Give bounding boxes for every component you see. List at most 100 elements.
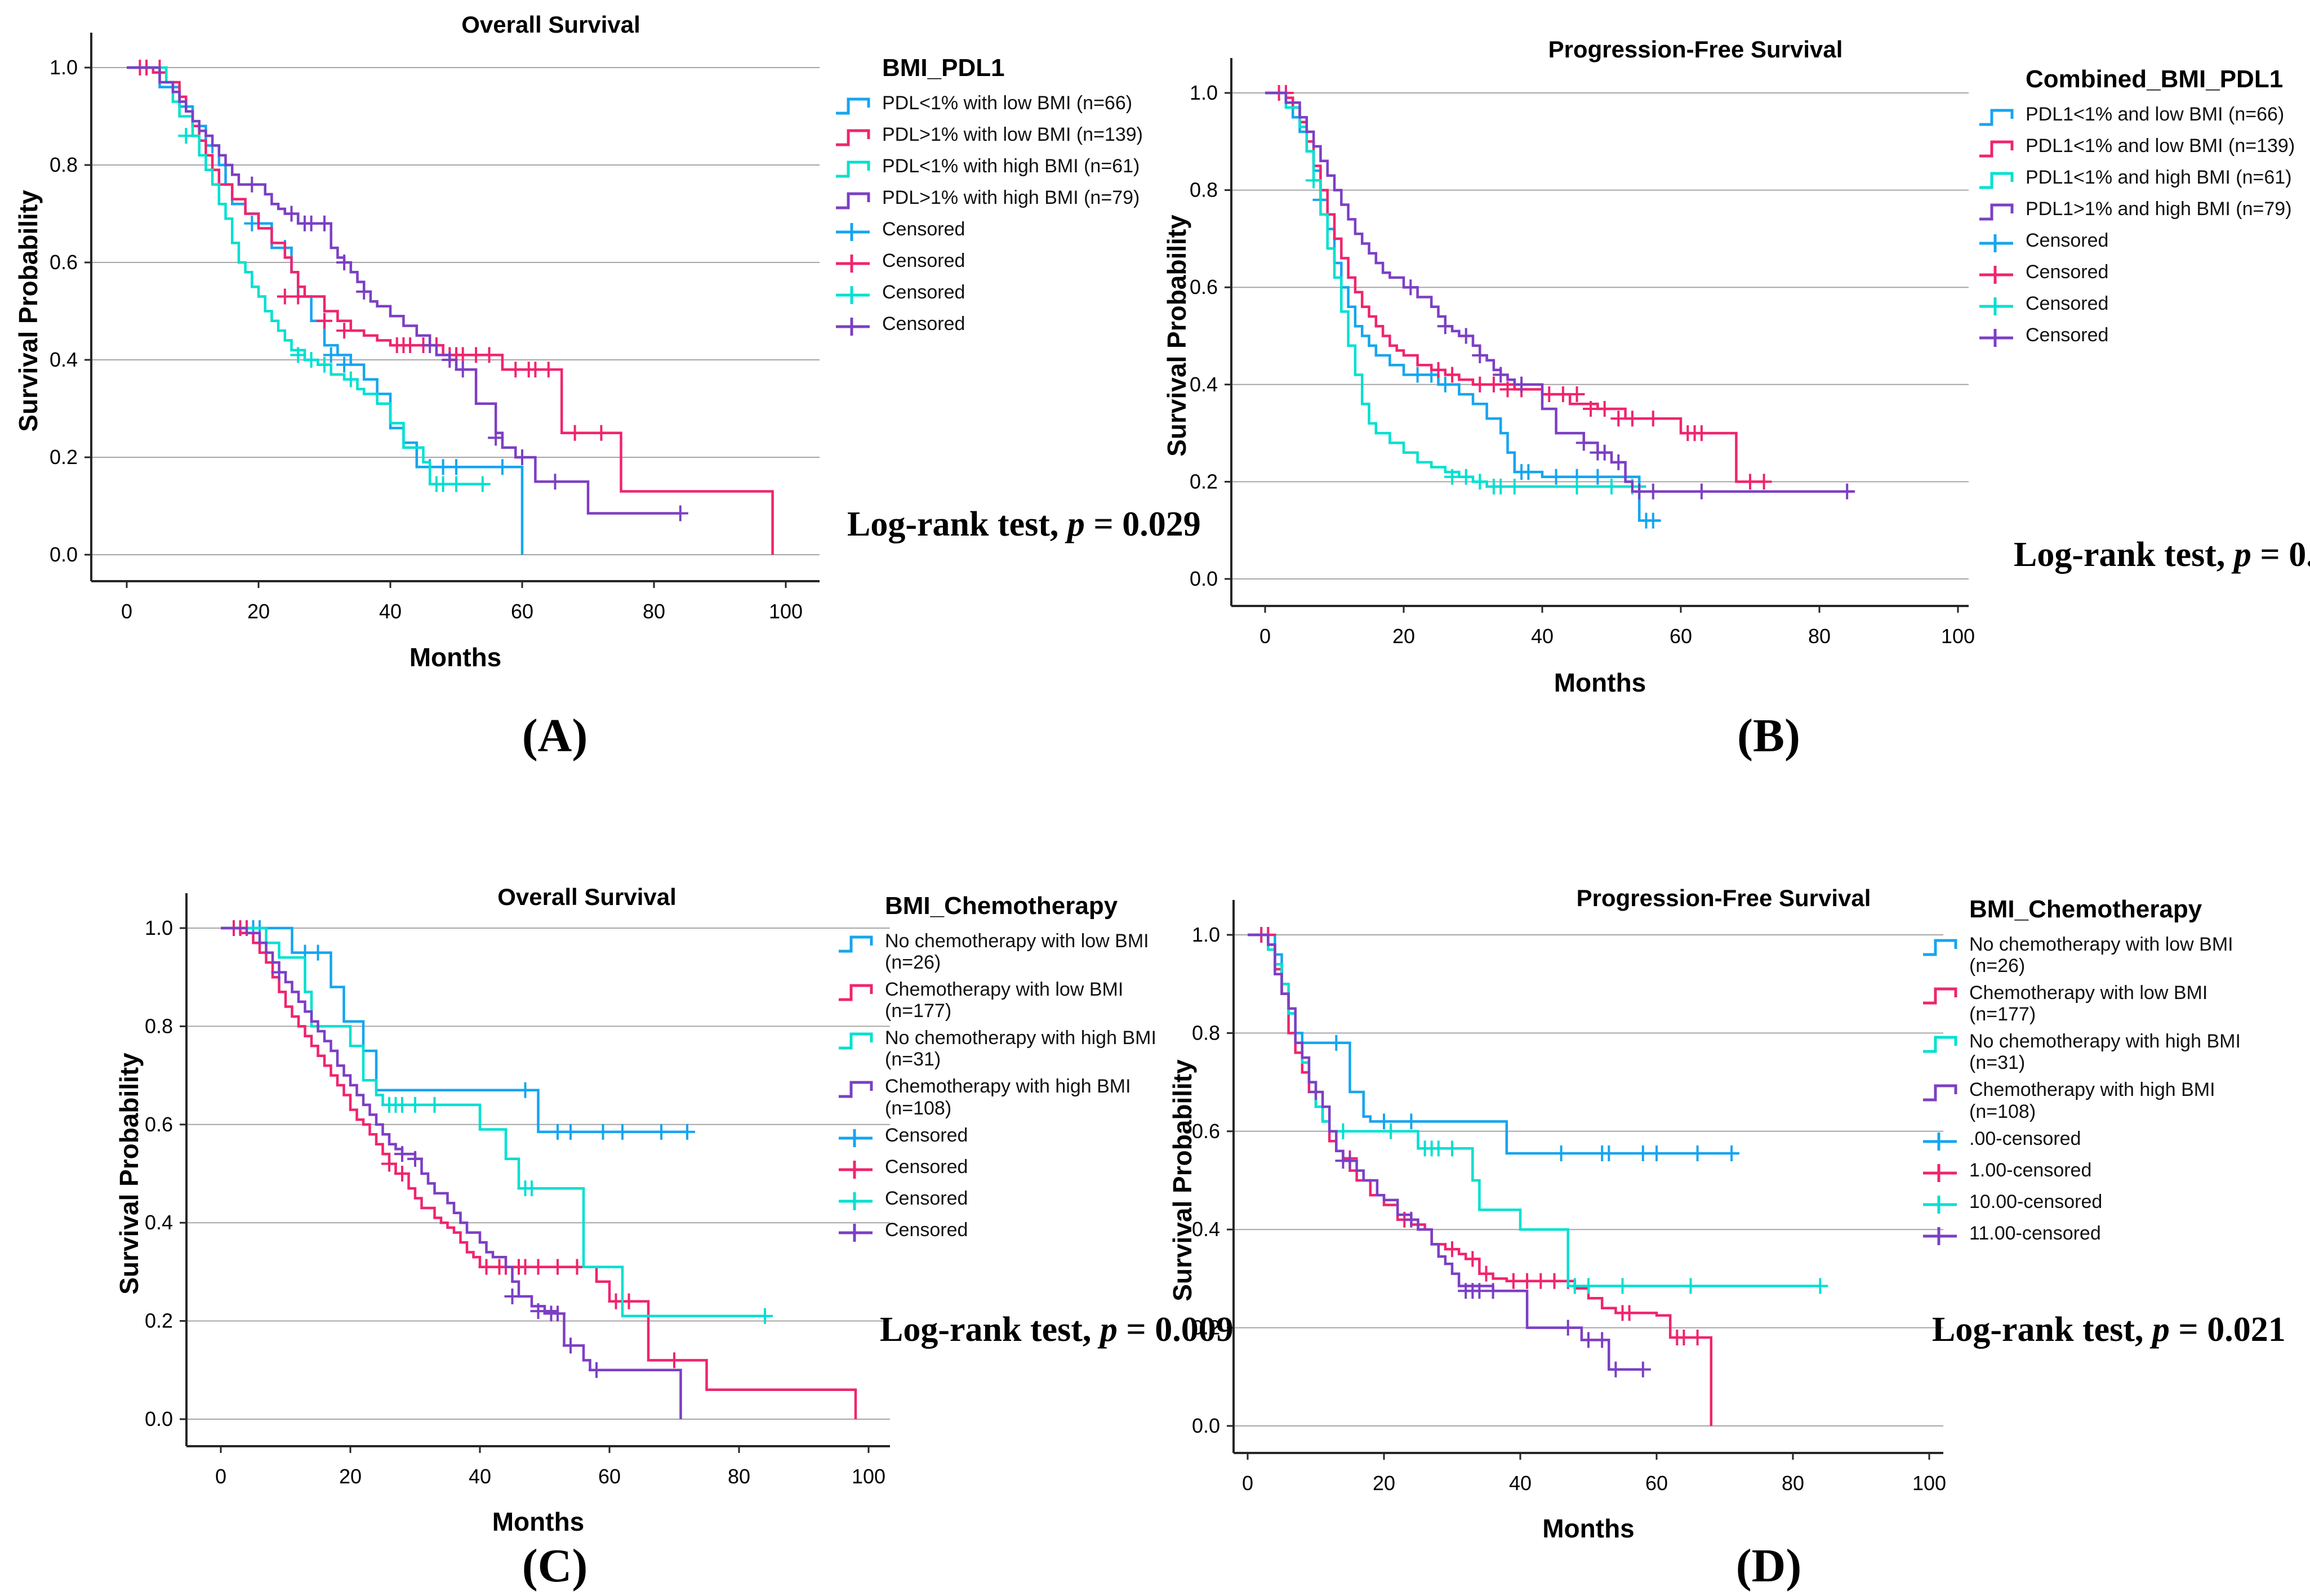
censor-mark <box>1583 400 1599 417</box>
censor-mark <box>1624 411 1640 427</box>
censor-mark <box>336 255 353 270</box>
y-axis-label: Survival Probability <box>1168 1059 1197 1301</box>
legend-item-censored: Censored <box>838 1219 1187 1245</box>
censor-mark <box>1376 1113 1392 1130</box>
legend-item-label: PDL1<1% and low BMI (n=66) <box>2026 104 2285 125</box>
legend-item-series: PDL1<1% and low BMI (n=66) <box>1978 104 2308 130</box>
censor-mark <box>317 313 332 329</box>
y-tick-label: 0.2 <box>145 1309 173 1332</box>
censor-mark <box>244 176 260 193</box>
x-tick-label: 100 <box>1941 625 1975 648</box>
km-curve-d-purple <box>1248 933 1643 1371</box>
censor-mark <box>1566 1278 1583 1294</box>
y-tick-label: 0.2 <box>50 445 78 469</box>
censor-mark <box>1514 376 1530 393</box>
censor-mark <box>1610 454 1627 470</box>
panel-c: 1.0 0.8 0.6 0.4 0.2 0.0 0 20 40 60 80 100 Overall Su… <box>114 884 890 1536</box>
censor-mark <box>1444 469 1461 485</box>
censor-mark <box>448 459 464 475</box>
censor-mark <box>1499 381 1516 398</box>
censor-mark <box>1569 386 1585 403</box>
y-tick-label: 0.0 <box>50 543 78 566</box>
x-tick-label: 60 <box>1670 625 1692 648</box>
censor-mark <box>1437 318 1453 335</box>
x-tick-label: 100 <box>852 1465 885 1488</box>
censor-mark <box>1533 1273 1549 1289</box>
censor-mark <box>1478 1265 1494 1282</box>
censor-plus-icon <box>836 318 870 336</box>
censor-mark <box>1383 1123 1399 1139</box>
annotation-p-symbol: p <box>2152 1310 2170 1349</box>
censor-mark <box>1548 469 1564 485</box>
censor-mark <box>1581 1278 1596 1294</box>
legend-item-label: PDL1>1% and high BMI (n=79) <box>2026 198 2292 220</box>
km-curve-d-cyan <box>1248 933 1821 1287</box>
censor-mark <box>1328 1035 1345 1051</box>
y-tick-label: 0.0 <box>145 1407 173 1430</box>
panel-b: 1.0 0.8 0.6 0.4 0.2 0.0 0 20 40 60 80 100 Progressio… <box>1162 36 1975 697</box>
legend-item-label: .00-censored <box>1969 1127 2081 1149</box>
legend-item-series: PDL<1% with high BMI (n=61) <box>835 155 1195 181</box>
censor-mark <box>1569 479 1585 495</box>
censor-mark <box>1472 474 1488 490</box>
censor-mark <box>1403 279 1419 296</box>
censor-plus-icon <box>836 286 870 304</box>
y-tick-label: 1.0 <box>145 916 173 939</box>
censor-mark <box>1472 376 1488 393</box>
y-axis-label: Survival Probability <box>14 190 43 432</box>
x-tick-label: 40 <box>1509 1472 1532 1495</box>
legend-item-censored: Censored <box>838 1125 1187 1151</box>
annotation-value: = 0.021 <box>2169 1310 2286 1349</box>
censor-mark <box>1812 1278 1828 1294</box>
censor-plus-icon <box>836 255 870 273</box>
y-tick-label: 0.0 <box>1190 567 1218 590</box>
legend-item-censored: Censored <box>835 219 1195 244</box>
censor-mark <box>1742 474 1758 490</box>
legend-item-series: No chemotherapy with high BMI (n=31) <box>838 1027 1187 1070</box>
censor-mark <box>1306 172 1322 189</box>
censor-mark <box>178 128 194 144</box>
y-tick-label: 0.6 <box>1192 1120 1220 1143</box>
logrank-annotation-b: Log-rank test, p = 0.044 <box>2014 535 2310 575</box>
annotation-value: = 0.044 <box>2260 536 2310 574</box>
x-axis-label: Months <box>492 1507 585 1536</box>
legend-item-censored: Censored <box>1978 324 2308 350</box>
legend-item-series: No chemotherapy with high BMI (n=31) <box>1922 1031 2271 1073</box>
y-tick-label: 0.4 <box>50 348 78 371</box>
censor-mark <box>504 1289 520 1304</box>
step-line-icon <box>1979 172 2014 189</box>
legend-item-censored: Censored <box>1978 293 2308 319</box>
step-line-icon <box>836 161 870 178</box>
annotation-prefix: Log-rank test, <box>880 1310 1100 1349</box>
censor-mark <box>1560 1319 1576 1336</box>
censor-mark <box>1437 376 1453 393</box>
censor-mark <box>394 1166 410 1182</box>
censor-mark <box>1506 479 1523 495</box>
panel-label-a: (A) <box>522 710 588 762</box>
x-tick-label: 0 <box>121 600 132 623</box>
legend-item-label: No chemotherapy with low BMI (n=26) <box>885 930 1149 974</box>
legend-item-label: Censored <box>2026 293 2109 314</box>
km-curve-c-cyan <box>221 926 765 1318</box>
censor-mark <box>1594 1332 1610 1348</box>
censor-mark <box>679 1124 695 1140</box>
censor-plus-icon <box>1923 1132 1957 1151</box>
censor-mark <box>1409 367 1426 383</box>
panel-label-c: (C) <box>522 1540 588 1592</box>
censor-mark <box>244 215 260 231</box>
km-curve-b-cyan <box>1265 91 1646 488</box>
censor-mark <box>1683 1278 1699 1294</box>
censor-mark <box>1621 1305 1637 1321</box>
censor-mark <box>407 1151 423 1167</box>
x-tick-label: 20 <box>1373 1472 1395 1495</box>
legend-item-censored: .00-censored <box>1922 1128 2271 1154</box>
legend-item-series: PDL>1% with low BMI (n=139) <box>835 124 1195 150</box>
censor-mark <box>1472 347 1488 364</box>
censor-mark <box>1403 1113 1419 1130</box>
censor-mark <box>563 1338 578 1354</box>
legend-item-series: PDL>1% with high BMI (n=79) <box>835 187 1195 213</box>
x-tick-label: 80 <box>1782 1472 1804 1495</box>
panel-title: Progression-Free Survival <box>1548 36 1843 63</box>
censor-mark <box>342 371 359 387</box>
